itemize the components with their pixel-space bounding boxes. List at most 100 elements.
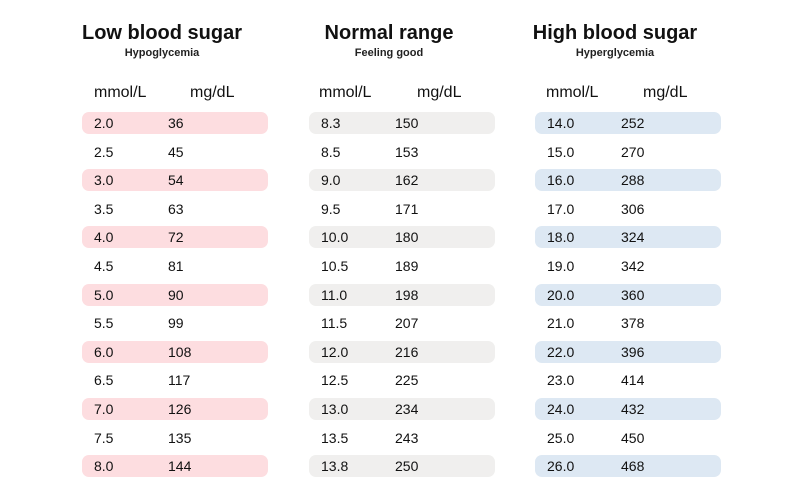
mmol-value: 4.5: [94, 257, 114, 274]
mmol-value: 5.5: [94, 315, 114, 332]
table-row: 4.0 72: [82, 226, 268, 249]
table-row: 10.0 180: [309, 226, 495, 249]
column-header-mmol: mmol/L: [546, 84, 599, 101]
panel-subtitle: Hyperglycemia: [575, 47, 655, 59]
table-row: 5.5 99: [82, 312, 268, 334]
panel-title: High blood sugar: [532, 22, 698, 44]
table-row: 9.0 162: [309, 169, 495, 192]
table-row: 3.5 63: [82, 198, 268, 220]
table-row: 16.0 288: [535, 169, 721, 192]
mmol-value: 9.0: [321, 172, 341, 189]
mmol-value: 7.5: [94, 429, 114, 446]
table-row: 15.0 270: [535, 141, 721, 163]
table-row: 11.0 198: [309, 283, 495, 306]
mgdl-value: 126: [168, 400, 192, 417]
table-row: 22.0 396: [535, 340, 721, 363]
column-header-mmol: mmol/L: [319, 84, 372, 101]
mmol-value: 6.5: [94, 372, 114, 389]
mgdl-value: 396: [621, 343, 645, 360]
table-row: 8.5 153: [309, 141, 495, 163]
mgdl-value: 81: [168, 257, 184, 274]
mgdl-value: 252: [621, 115, 645, 131]
mmol-value: 11.0: [321, 286, 348, 303]
table-row: 11.5 207: [309, 312, 495, 334]
mmol-value: 24.0: [547, 400, 575, 417]
mmol-value: 7.0: [94, 400, 114, 417]
mgdl-value: 90: [168, 286, 184, 303]
table-row: 14.0 252: [535, 112, 721, 134]
table-row: 26.0 468: [535, 455, 721, 478]
mgdl-value: 288: [621, 172, 645, 189]
mmol-value: 5.0: [94, 286, 114, 303]
panel-title: Normal range: [324, 22, 454, 44]
mgdl-value: 342: [621, 257, 645, 274]
mgdl-value: 198: [395, 286, 419, 303]
rows-normal: 8.3 150 8.5 153 9.0 162 9.5 171 10.0 180 10.5 189 11…: [309, 112, 495, 484]
table-row: 6.5 117: [82, 369, 268, 391]
table-row: 2.0 36: [82, 112, 268, 134]
table-row: 17.0 306: [535, 198, 721, 220]
table-row: 7.0 126: [82, 397, 268, 420]
mgdl-value: 306: [621, 200, 645, 217]
table-row: 18.0 324: [535, 226, 721, 249]
mmol-value: 12.5: [321, 372, 349, 389]
mgdl-value: 108: [168, 343, 192, 360]
table-row: 13.5 243: [309, 427, 495, 449]
mmol-value: 10.5: [321, 257, 349, 274]
column-header-mgdl: mg/dL: [643, 84, 688, 101]
panel-high: High blood sugar Hyperglycemia mmol/L mg…: [509, 0, 721, 501]
mgdl-value: 54: [168, 172, 184, 189]
mgdl-value: 270: [621, 143, 645, 160]
table-row: 13.0 234: [309, 397, 495, 420]
table-row: 8.0 144: [82, 455, 268, 478]
table-row: 8.3 150: [309, 112, 495, 134]
mmol-value: 11.5: [321, 315, 348, 332]
mgdl-value: 150: [395, 115, 419, 131]
mmol-value: 8.5: [321, 143, 341, 160]
mmol-value: 9.5: [321, 200, 341, 217]
mmol-value: 25.0: [547, 429, 575, 446]
mgdl-value: 468: [621, 458, 645, 475]
mgdl-value: 432: [621, 400, 645, 417]
mgdl-value: 162: [395, 172, 419, 189]
table-row: 19.0 342: [535, 255, 721, 277]
mmol-value: 6.0: [94, 343, 114, 360]
table-row: 23.0 414: [535, 369, 721, 391]
mmol-value: 8.0: [94, 458, 114, 475]
mmol-value: 23.0: [547, 372, 575, 389]
mmol-value: 8.3: [321, 115, 341, 131]
mmol-value: 3.0: [94, 172, 114, 189]
table-row: 5.0 90: [82, 283, 268, 306]
table-row: 9.5 171: [309, 198, 495, 220]
table-row: 3.0 54: [82, 169, 268, 192]
mgdl-value: 225: [395, 372, 419, 389]
mmol-value: 10.0: [321, 229, 349, 246]
mgdl-value: 45: [168, 143, 184, 160]
mgdl-value: 180: [395, 229, 419, 246]
mmol-value: 2.5: [94, 143, 114, 160]
mmol-value: 4.0: [94, 229, 114, 246]
mmol-value: 13.8: [321, 458, 349, 475]
panel-subtitle: Hypoglycemia: [124, 47, 200, 59]
mmol-value: 13.0: [321, 400, 349, 417]
table-row: 7.5 135: [82, 427, 268, 449]
panel-title: Low blood sugar: [82, 22, 242, 44]
mgdl-value: 189: [395, 257, 419, 274]
table-row: 4.5 81: [82, 255, 268, 277]
mmol-value: 21.0: [547, 315, 575, 332]
mmol-value: 12.0: [321, 343, 349, 360]
mmol-value: 22.0: [547, 343, 575, 360]
column-header-mgdl: mg/dL: [417, 84, 462, 101]
table-row: 12.0 216: [309, 340, 495, 363]
table-row: 24.0 432: [535, 397, 721, 420]
table-row: 25.0 450: [535, 427, 721, 449]
mgdl-value: 450: [621, 429, 645, 446]
mmol-value: 18.0: [547, 229, 575, 246]
table-row: 6.0 108: [82, 340, 268, 363]
table-row: 20.0 360: [535, 283, 721, 306]
mgdl-value: 63: [168, 200, 184, 217]
mmol-value: 3.5: [94, 200, 114, 217]
mmol-value: 17.0: [547, 200, 575, 217]
mgdl-value: 378: [621, 315, 645, 332]
